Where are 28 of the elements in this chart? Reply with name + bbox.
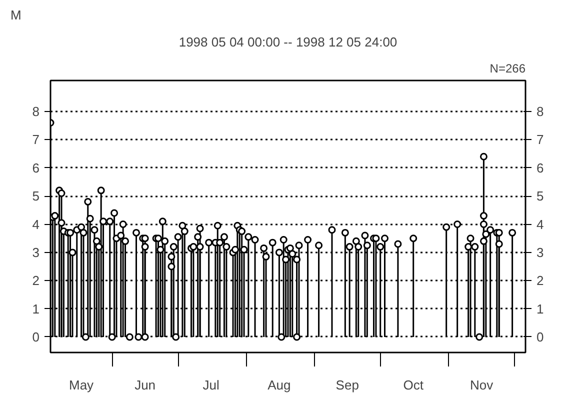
y-tick-label: 7 bbox=[32, 132, 40, 148]
text: N=266 bbox=[490, 62, 526, 76]
y-tick-label: 5 bbox=[32, 188, 40, 204]
y2-tick-label: 7 bbox=[536, 132, 544, 148]
x-tick-label: May bbox=[69, 378, 94, 392]
y2-tick-label: 8 bbox=[536, 104, 544, 120]
x-tick-label: Jul bbox=[202, 378, 220, 392]
y2-tick-label: 0 bbox=[536, 329, 544, 344]
x-tick-label: Nov bbox=[470, 378, 494, 392]
x-tick-label: Jun bbox=[134, 378, 156, 392]
y2-tick-label: 4 bbox=[536, 216, 544, 232]
y2-tick-label: 3 bbox=[536, 244, 544, 260]
y-tick-label: 4 bbox=[32, 216, 40, 232]
y-tick-label: 3 bbox=[32, 244, 40, 260]
y-tick-label: 1 bbox=[32, 301, 40, 316]
chart-title: 1998 05 04 00:00 -- 1998 12 05 24:00 bbox=[178, 34, 398, 50]
y2-tick-label: 2 bbox=[536, 273, 544, 288]
y-axis-title: M bbox=[10, 8, 22, 22]
y-tick-label: 8 bbox=[32, 104, 40, 120]
y2-tick-label: 6 bbox=[536, 160, 544, 176]
y2-tick-label: 5 bbox=[536, 188, 544, 204]
x-tick-label: Aug bbox=[268, 378, 291, 392]
x-tick-label: Oct bbox=[403, 378, 424, 392]
x-tick-label: Sep bbox=[336, 378, 359, 392]
y2-tick-label: 1 bbox=[536, 301, 544, 316]
y-tick-label: 0 bbox=[32, 329, 40, 344]
y-tick-label: 6 bbox=[32, 160, 40, 176]
y-tick-label: 2 bbox=[32, 273, 40, 288]
